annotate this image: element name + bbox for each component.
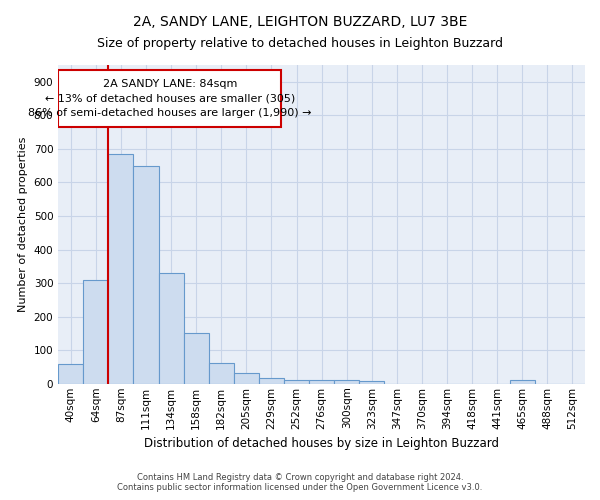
Bar (284, 380, 309, 384)
Bar (259, 378, 284, 384)
Bar (234, 373, 259, 384)
Bar (58, 364, 83, 384)
Bar (83, 280, 109, 384)
Text: 2A, SANDY LANE, LEIGHTON BUZZARD, LU7 3BE: 2A, SANDY LANE, LEIGHTON BUZZARD, LU7 3B… (133, 15, 467, 29)
Bar (510, 380, 535, 384)
Bar (184, 334, 209, 384)
Text: 2A SANDY LANE: 84sqm: 2A SANDY LANE: 84sqm (103, 79, 237, 89)
Text: Size of property relative to detached houses in Leighton Buzzard: Size of property relative to detached ho… (97, 38, 503, 51)
Text: ← 13% of detached houses are smaller (305): ← 13% of detached houses are smaller (30… (45, 94, 295, 104)
FancyBboxPatch shape (58, 70, 281, 127)
Bar (109, 154, 133, 384)
Bar (359, 381, 385, 384)
X-axis label: Distribution of detached houses by size in Leighton Buzzard: Distribution of detached houses by size … (144, 437, 499, 450)
Text: Contains HM Land Registry data © Crown copyright and database right 2024.
Contai: Contains HM Land Registry data © Crown c… (118, 473, 482, 492)
Bar (209, 362, 234, 384)
Bar (309, 380, 334, 384)
Text: 86% of semi-detached houses are larger (1,990) →: 86% of semi-detached houses are larger (… (28, 108, 311, 118)
Y-axis label: Number of detached properties: Number of detached properties (18, 136, 28, 312)
Bar (133, 166, 158, 384)
Bar (158, 273, 184, 384)
Bar (334, 380, 359, 384)
